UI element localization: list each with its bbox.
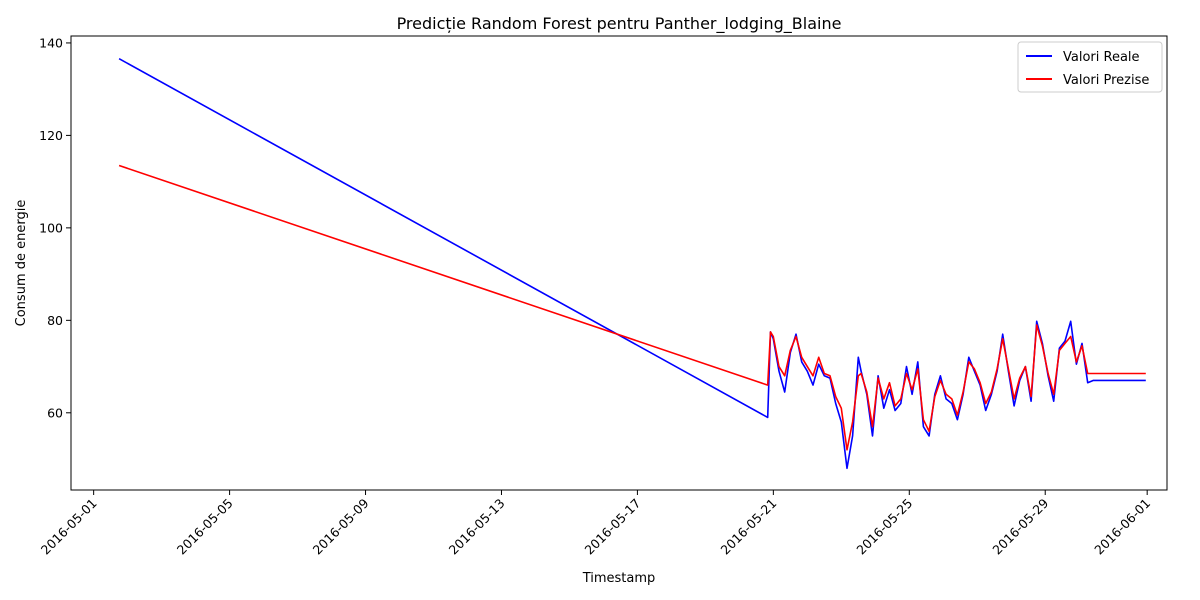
y-tick-label: 140 [39,35,63,50]
axes-frame [70,35,1168,491]
y-axis: 60 80 100 120 140 [39,35,71,420]
legend-frame [1017,41,1163,93]
y-axis-label: Consum de energie [14,200,29,327]
y-tick-label: 100 [39,220,63,235]
y-tick-label: 80 [47,313,63,328]
plot-area [70,35,1168,491]
legend: Valori Reale Valori Prezise [1017,41,1163,93]
x-axis-label: Timestamp [582,571,656,586]
legend-label-prezise: Valori Prezise [1063,73,1149,88]
chart-title: Predicție Random Forest pentru Panther_l… [397,14,842,34]
y-tick-label: 120 [39,128,63,143]
series-layer [118,57,1146,470]
y-tick-label: 60 [47,405,63,420]
legend-label-reale: Valori Reale [1063,50,1140,65]
series-line-valori-prezise [118,164,1146,451]
